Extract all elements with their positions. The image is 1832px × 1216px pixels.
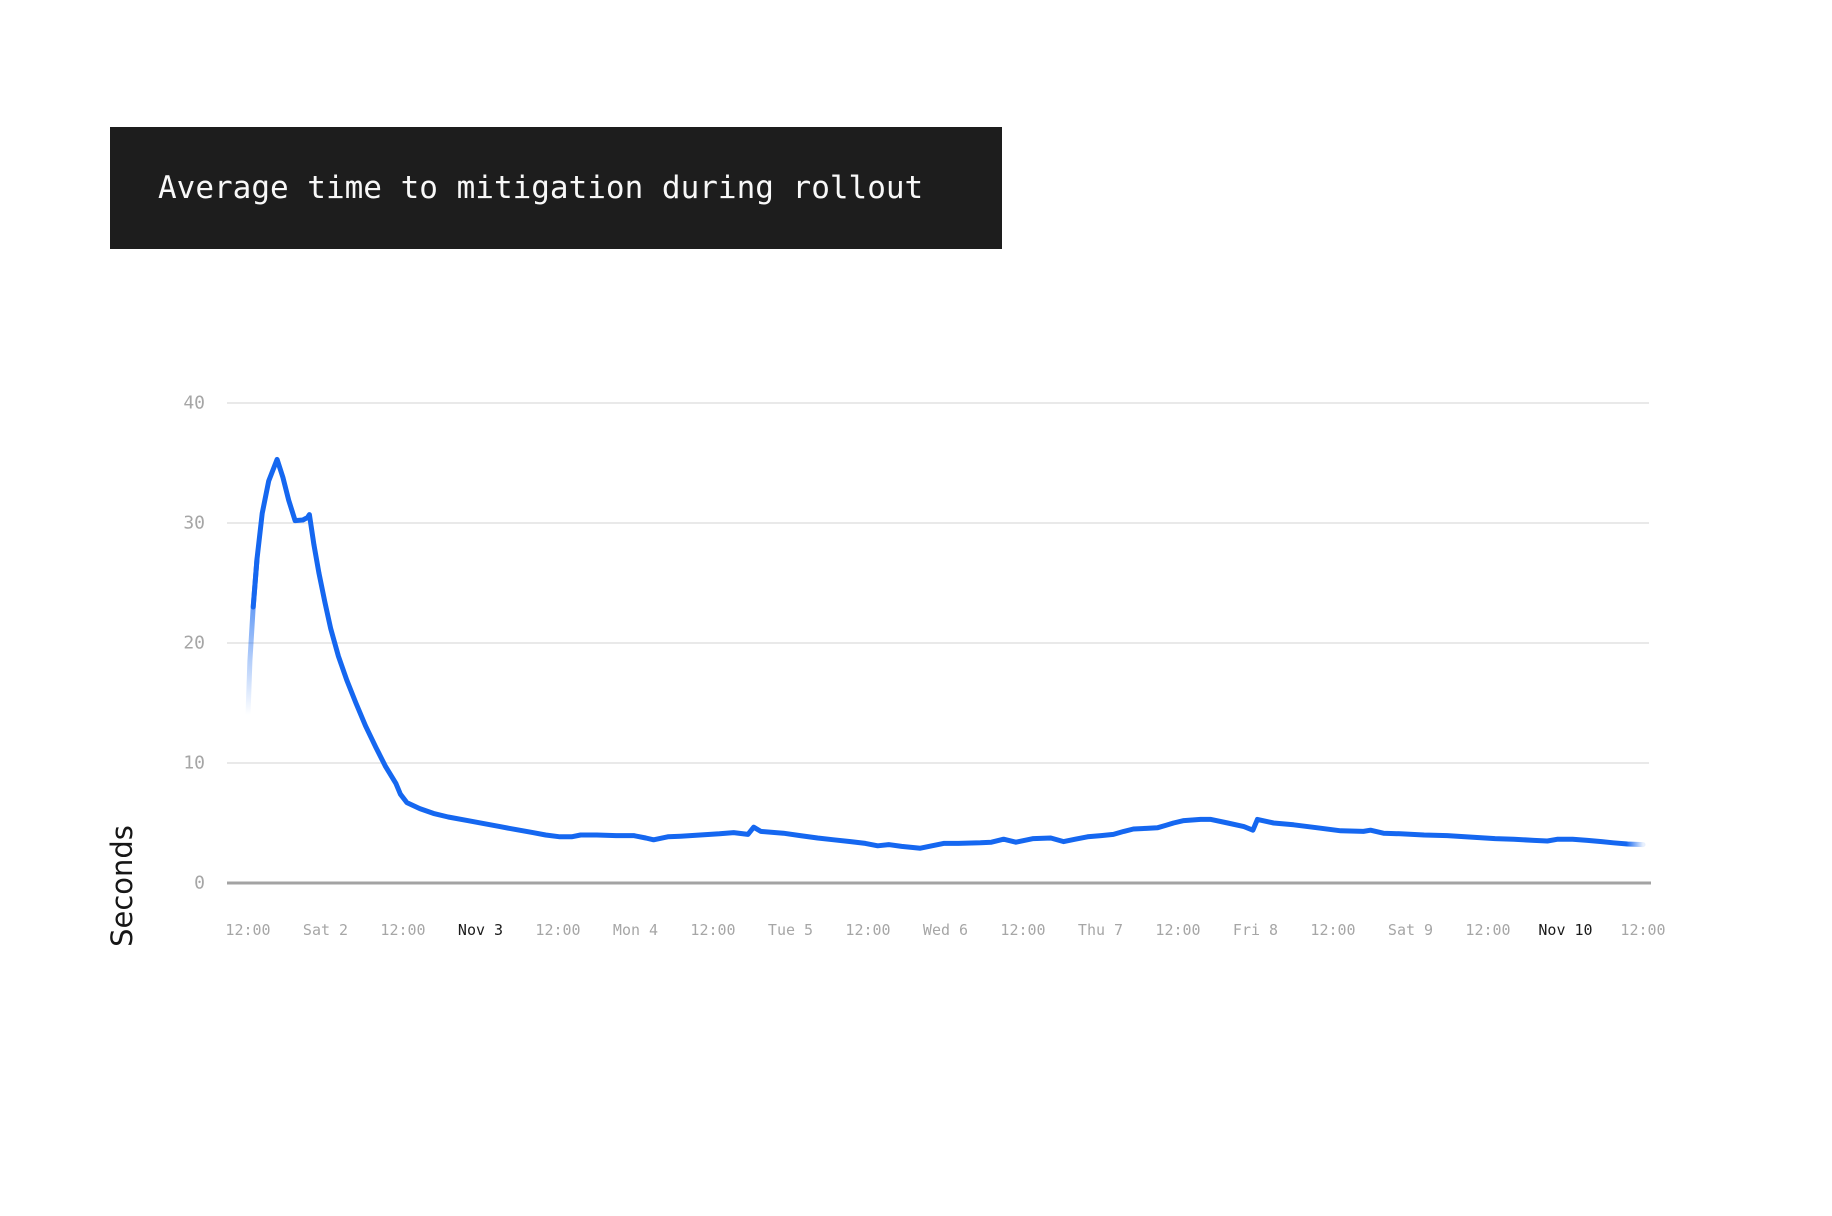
x-tick-label: Nov 3	[457, 921, 504, 939]
y-tick-label: 0	[194, 872, 205, 894]
y-tick-label: 10	[183, 752, 205, 774]
x-tick-label: Tue 5	[767, 921, 814, 939]
x-tick-label: Thu 7	[1077, 921, 1124, 939]
y-tick-label: 40	[183, 392, 205, 414]
x-tick-label: Sat 2	[302, 921, 349, 939]
x-tick-label: 12:00	[1155, 921, 1201, 939]
x-tick-label: 12:00	[535, 921, 581, 939]
x-tick-label: 12:00	[380, 921, 426, 939]
x-tick-label: 12:00	[1465, 921, 1511, 939]
x-tick-label: Wed 6	[922, 921, 969, 939]
y-tick-label: 30	[183, 512, 205, 534]
x-tick-label: 12:00	[690, 921, 736, 939]
y-tick-label: 20	[183, 632, 205, 654]
data-line	[250, 456, 1646, 851]
x-tick-label: 12:00	[1620, 921, 1666, 939]
x-tick-label: 12:00	[845, 921, 891, 939]
x-tick-label: Fri 8	[1232, 921, 1279, 939]
chart-title: Average time to mitigation during rollou…	[158, 170, 924, 206]
x-tick-label: 12:00	[1310, 921, 1356, 939]
x-tick-label: Sat 9	[1387, 921, 1434, 939]
chart-title-box: Average time to mitigation during rollou…	[110, 127, 1002, 249]
x-tick-label: 12:00	[225, 921, 271, 939]
x-tick-label: Mon 4	[612, 921, 659, 939]
x-tick-label: Nov 10	[1538, 921, 1593, 939]
x-tick-label: 12:00	[1000, 921, 1046, 939]
